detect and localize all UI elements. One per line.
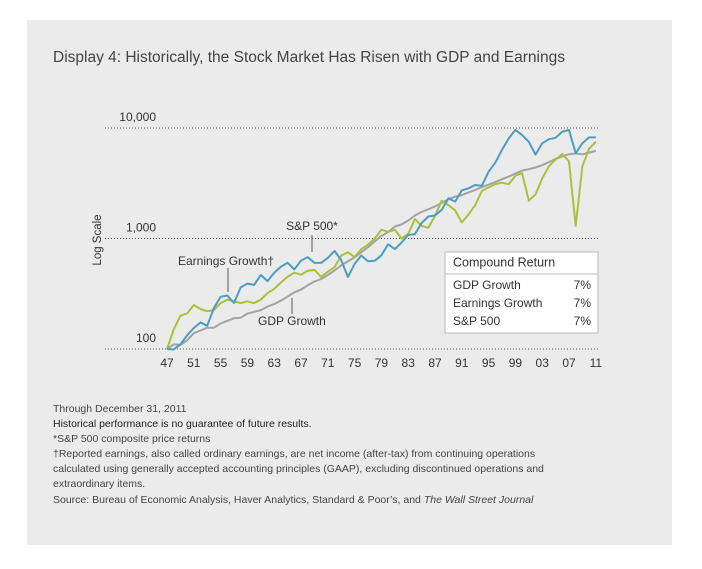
source-text: Source: Bureau of Economic Analysis, Hav…	[53, 494, 424, 506]
x-tick-label: 91	[455, 356, 469, 370]
note: Through December 31, 2011	[53, 403, 187, 415]
series-line	[166, 141, 597, 350]
table-cell: GDP Growth	[453, 278, 521, 292]
y-tick-label: 10,000	[119, 110, 156, 124]
notes: Through December 31, 2011 Historical per…	[53, 403, 544, 506]
x-tick-label: 59	[241, 356, 255, 370]
x-tick-label: 71	[321, 356, 335, 370]
x-tick-label: 55	[214, 356, 228, 370]
table-box	[444, 251, 599, 334]
table-cell: 7%	[574, 314, 592, 328]
x-tick-label: 99	[509, 356, 523, 370]
x-tick-label: 63	[268, 356, 282, 370]
y-axis-label: Log Scale	[92, 214, 104, 265]
x-tick-label: 07	[562, 356, 576, 370]
series-line	[166, 128, 596, 351]
chart-title: Display 4: Historically, the Stock Marke…	[53, 49, 565, 66]
x-tick-label: 95	[482, 356, 496, 370]
y-tick-label: 100	[136, 331, 156, 345]
annotation: S&P 500*	[286, 219, 338, 233]
table-cell: S&P 500	[453, 314, 500, 328]
x-tick-label: 03	[536, 356, 550, 370]
x-tick-label: 11	[590, 356, 603, 370]
annotation: Earnings Growth†	[178, 254, 274, 268]
compound-return-table: Compound Return GDP Growth 7% Earnings G…	[444, 251, 599, 334]
x-tick-label: 47	[160, 356, 174, 370]
series-line	[166, 149, 597, 350]
note: calculated using generally accepted acco…	[53, 463, 544, 475]
x-tick-label: 79	[375, 356, 389, 370]
source: Source: Bureau of Economic Analysis, Hav…	[53, 494, 534, 506]
note: extraordinary items.	[53, 478, 145, 490]
table-cell: Earnings Growth	[453, 296, 542, 310]
x-tick-label: 51	[187, 356, 201, 370]
table-title: Compound Return	[453, 255, 555, 269]
source-italic: The Wall Street Journal	[424, 494, 534, 506]
note: *S&P 500 composite price returns	[53, 433, 210, 445]
note: †Reported earnings, also called ordinary…	[53, 448, 535, 460]
x-tick-label: 83	[402, 356, 416, 370]
table-cell: 7%	[574, 278, 592, 292]
y-tick-label: 1,000	[126, 221, 156, 235]
x-tick-label: 67	[294, 356, 308, 370]
note: Historical performance is no guarantee o…	[53, 418, 312, 430]
plot: 100 1,000 10,000 47 51 55 59 63 67 71 75 79 83 87 91 95…	[105, 110, 602, 370]
x-tick-label: 75	[348, 356, 362, 370]
x-tick-label: 87	[428, 356, 442, 370]
table-cell: 7%	[574, 296, 592, 310]
annotation: GDP Growth	[258, 314, 326, 328]
